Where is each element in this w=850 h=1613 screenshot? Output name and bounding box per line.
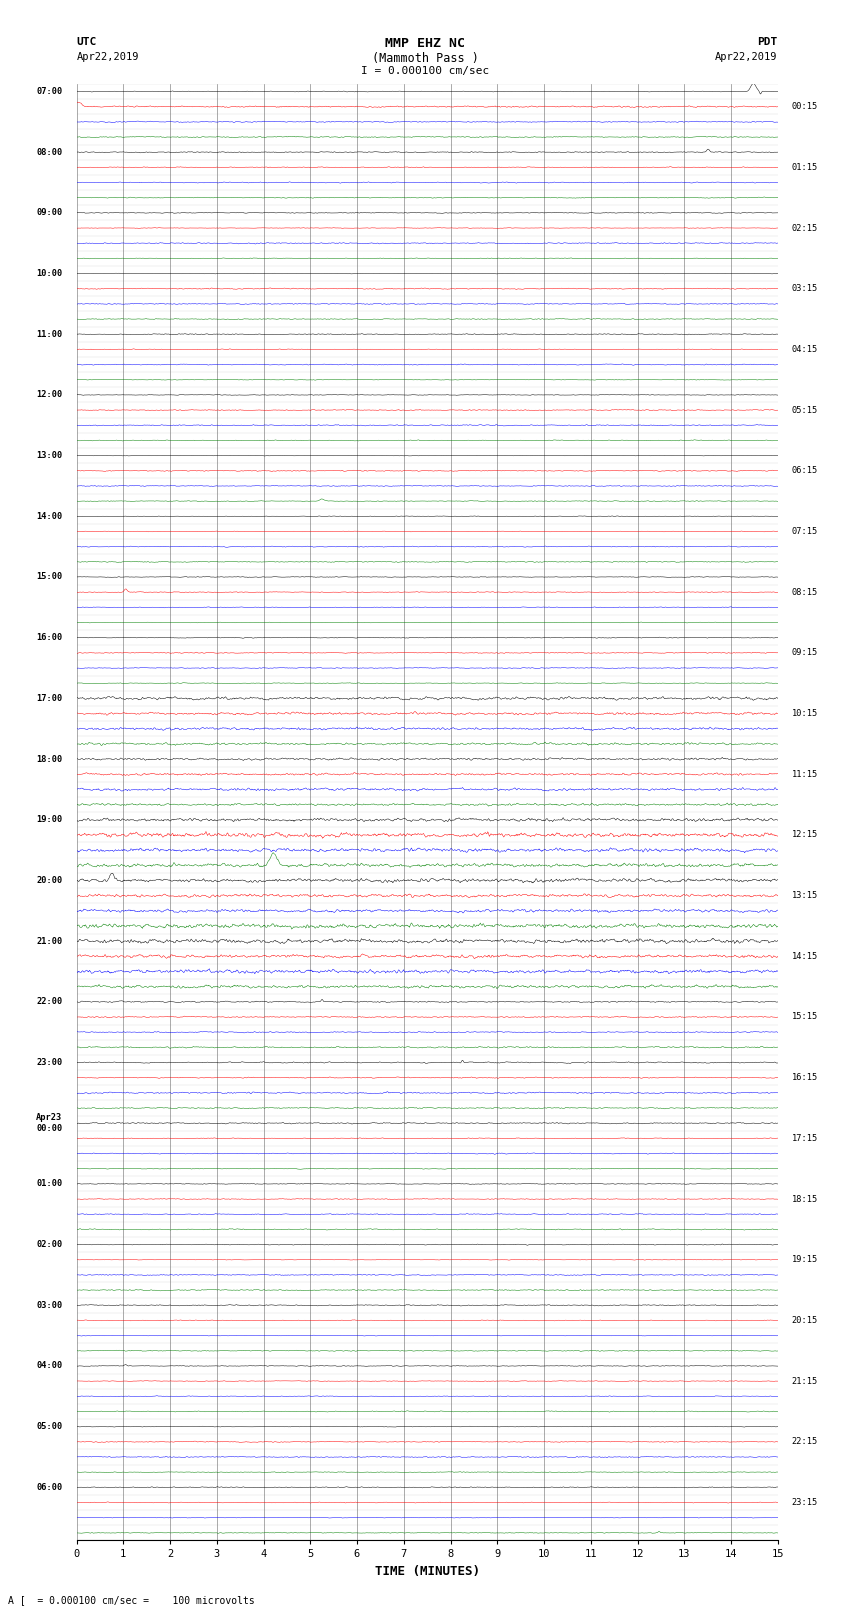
- Text: 20:15: 20:15: [791, 1316, 818, 1324]
- Text: 22:00: 22:00: [37, 997, 63, 1007]
- Text: 02:00: 02:00: [37, 1240, 63, 1248]
- Text: 15:15: 15:15: [791, 1013, 818, 1021]
- Text: 02:15: 02:15: [791, 224, 818, 232]
- Text: 18:15: 18:15: [791, 1195, 818, 1203]
- X-axis label: TIME (MINUTES): TIME (MINUTES): [375, 1565, 479, 1578]
- Text: 07:15: 07:15: [791, 527, 818, 536]
- Text: 00:15: 00:15: [791, 102, 818, 111]
- Text: UTC: UTC: [76, 37, 97, 47]
- Text: A [  = 0.000100 cm/sec =    100 microvolts: A [ = 0.000100 cm/sec = 100 microvolts: [8, 1595, 255, 1605]
- Text: 04:00: 04:00: [37, 1361, 63, 1371]
- Text: 13:15: 13:15: [791, 890, 818, 900]
- Text: PDT: PDT: [757, 37, 778, 47]
- Text: 19:00: 19:00: [37, 815, 63, 824]
- Text: 23:15: 23:15: [791, 1498, 818, 1507]
- Text: 21:00: 21:00: [37, 937, 63, 945]
- Text: 12:15: 12:15: [791, 831, 818, 839]
- Text: 21:15: 21:15: [791, 1376, 818, 1386]
- Text: 14:15: 14:15: [791, 952, 818, 961]
- Text: 16:00: 16:00: [37, 634, 63, 642]
- Text: 04:15: 04:15: [791, 345, 818, 353]
- Text: 08:15: 08:15: [791, 587, 818, 597]
- Text: 15:00: 15:00: [37, 573, 63, 581]
- Text: 23:00: 23:00: [37, 1058, 63, 1066]
- Text: I = 0.000100 cm/sec: I = 0.000100 cm/sec: [361, 66, 489, 76]
- Text: 09:15: 09:15: [791, 648, 818, 658]
- Text: 13:00: 13:00: [37, 452, 63, 460]
- Text: 06:15: 06:15: [791, 466, 818, 476]
- Text: 11:15: 11:15: [791, 769, 818, 779]
- Text: 10:15: 10:15: [791, 710, 818, 718]
- Text: 09:00: 09:00: [37, 208, 63, 218]
- Text: 12:00: 12:00: [37, 390, 63, 400]
- Text: 20:00: 20:00: [37, 876, 63, 886]
- Text: 18:00: 18:00: [37, 755, 63, 763]
- Text: 05:15: 05:15: [791, 405, 818, 415]
- Text: 11:00: 11:00: [37, 329, 63, 339]
- Text: 05:00: 05:00: [37, 1423, 63, 1431]
- Text: 01:00: 01:00: [37, 1179, 63, 1189]
- Text: (Mammoth Pass ): (Mammoth Pass ): [371, 52, 479, 65]
- Text: 10:00: 10:00: [37, 269, 63, 277]
- Text: 19:15: 19:15: [791, 1255, 818, 1265]
- Text: MMP EHZ NC: MMP EHZ NC: [385, 37, 465, 50]
- Text: 03:15: 03:15: [791, 284, 818, 294]
- Text: 01:15: 01:15: [791, 163, 818, 173]
- Text: Apr23
00:00: Apr23 00:00: [37, 1113, 63, 1132]
- Text: 17:15: 17:15: [791, 1134, 818, 1144]
- Text: 07:00: 07:00: [37, 87, 63, 95]
- Text: Apr22,2019: Apr22,2019: [76, 52, 139, 61]
- Text: 22:15: 22:15: [791, 1437, 818, 1447]
- Text: 17:00: 17:00: [37, 694, 63, 703]
- Text: Apr22,2019: Apr22,2019: [715, 52, 778, 61]
- Text: 14:00: 14:00: [37, 511, 63, 521]
- Text: 06:00: 06:00: [37, 1482, 63, 1492]
- Text: 16:15: 16:15: [791, 1073, 818, 1082]
- Text: 08:00: 08:00: [37, 148, 63, 156]
- Text: 03:00: 03:00: [37, 1300, 63, 1310]
